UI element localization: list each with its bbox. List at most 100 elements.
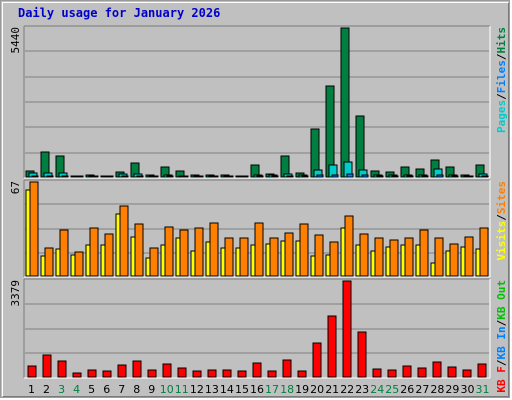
bar-hits-day-23 [355,115,365,178]
bar-sites-day-18 [284,232,294,277]
bar-pages-day-7 [121,175,129,178]
bar-pages-day-1-body [31,175,39,178]
bar-sites-day-23-body [359,233,369,277]
bar-pages-day-20-body [316,174,324,178]
legend-sites: Sites [495,181,508,214]
bar-pages-day-29 [451,175,459,178]
bar-pages-day-8 [136,175,144,178]
bar-sites-day-6 [104,233,114,277]
bar-hits-day-23-body [355,115,365,178]
bar-sites-day-13-body [209,222,219,277]
bar-pages-day-14-body [226,175,234,178]
bar-sites-day-14-body [224,237,234,277]
bar-pages-day-6-body [106,175,114,178]
bar-sites-day-19 [299,223,309,277]
bar-pages-day-9-body [151,175,159,178]
bar-sites-day-18-body [284,232,294,277]
bar-pages-day-5-body [91,175,99,178]
bar-kbf-day-6 [102,370,112,378]
bar-kbf-day-1 [27,365,37,378]
bar-sites-day-2-body [44,247,54,277]
bar-pages-day-24-body [376,175,384,178]
bar-kbf-day-29 [447,366,457,378]
day-label: 31 [476,383,490,396]
day-axis-labels: 1 2 3 4 5 6 7 8 9 10 11 12 13 14 15 16 17 18 19 20 21 22 23 24 2… [28,383,490,396]
bar-sites-day-11 [179,229,189,277]
bar-sites-day-24-body [374,237,384,277]
legend: KB F/KB In/KB Out [495,280,508,393]
bar-sites-day-1-body [29,181,39,277]
bar-pages-day-10-body [166,175,174,178]
bar-kbf-day-24 [372,368,382,378]
bar-kbf-day-21-body [327,315,337,378]
bar-kbf-day-16-body [252,362,262,378]
bar-pages-day-20 [316,174,324,178]
day-label: 21 [325,383,339,396]
day-label: 25 [385,383,399,396]
bar-sites-day-14 [224,237,234,277]
bar-sites-day-23 [359,233,369,277]
bar-kbf-day-10-body [162,363,172,378]
legend-files: Files [495,60,508,93]
bar-hits-day-21-body [325,85,335,178]
bar-kbf-day-13-body [207,369,217,378]
bar-sites-day-19-body [299,223,309,277]
bar-pages-day-15-body [241,175,249,178]
bar-sites-day-22 [344,215,354,277]
day-label: 5 [88,383,95,396]
bar-kbf-day-9 [147,369,157,378]
legend-hits: Hits [495,27,508,54]
bar-kbf-day-29-body [447,366,457,378]
bar-sites-day-26 [404,237,414,277]
bar-pages-day-5 [91,175,99,178]
bar-sites-day-4 [74,251,84,277]
bar-sites-day-27 [419,229,429,277]
bar-pages-day-26 [406,175,414,178]
bar-pages-day-19-body [301,175,309,178]
day-label: 8 [133,383,140,396]
bar-kbf-day-26 [402,365,412,378]
day-label: 12 [190,383,204,396]
bar-kbf-day-4-body [72,372,82,378]
bar-kbf-day-17-body [267,370,277,378]
bar-kbf-day-19-body [297,370,307,378]
bar-pages-day-6 [106,175,114,178]
day-label: 24 [370,383,384,396]
bar-kbf-day-28-body [432,361,442,378]
bar-kbf-day-25-body [387,369,397,378]
day-label: 6 [103,383,110,396]
bar-sites-day-29 [449,243,459,277]
bar-pages-day-1 [31,175,39,178]
bar-sites-day-11-body [179,229,189,277]
day-label: 13 [205,383,219,396]
bar-pages-day-18-body [286,175,294,178]
bar-pages-day-31 [481,175,489,178]
bar-kbf-day-27 [417,367,427,378]
day-label: 23 [355,383,369,396]
day-label: 30 [461,383,475,396]
bar-sites-day-16 [254,222,264,277]
day-label: 9 [148,383,155,396]
bar-pages-day-11 [181,175,189,178]
bar-kbf-day-14 [222,369,232,378]
bar-sites-day-17-body [269,237,279,277]
bar-kbf-day-17 [267,370,277,378]
bar-kbf-day-23 [357,331,367,378]
bar-sites-day-25-body [389,239,399,277]
bar-sites-day-7 [119,205,129,277]
bar-pages-day-27-body [421,175,429,178]
bar-sites-day-26-body [404,237,414,277]
bar-kbf-day-2-body [42,354,52,378]
bar-sites-day-6-body [104,233,114,277]
legend-separator: / [495,93,508,100]
bar-pages-day-15 [241,175,249,178]
bar-sites-day-30 [464,236,474,277]
bar-hits-day-21 [325,85,335,178]
panel-visits-sites: 67 Visits/Sites [9,179,508,278]
bar-pages-day-16-body [256,175,264,178]
day-label: 1 [28,383,35,396]
bar-kbf-day-12-body [192,370,202,378]
bar-kbf-day-30 [462,369,472,378]
